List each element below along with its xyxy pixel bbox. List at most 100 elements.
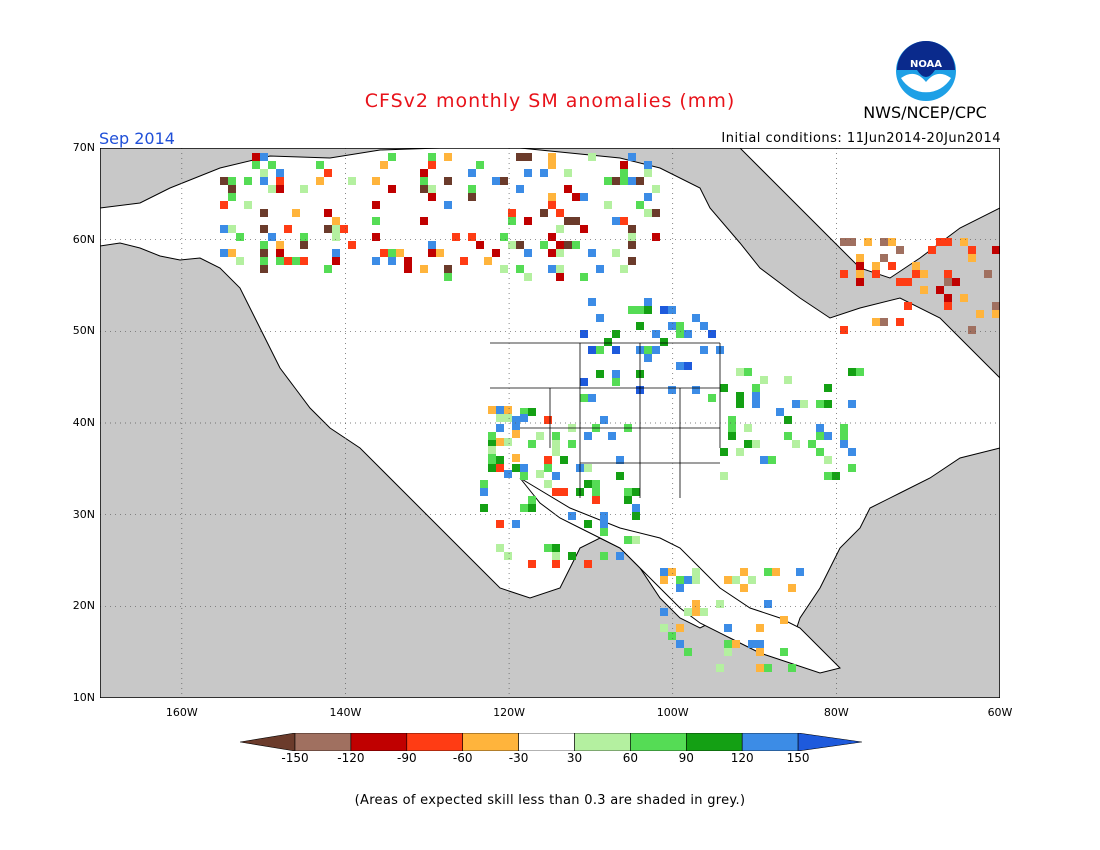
anomaly-cell xyxy=(512,416,520,424)
anomaly-cell xyxy=(752,392,760,400)
anomaly-cell xyxy=(668,632,676,640)
anomaly-cell xyxy=(748,640,756,648)
anomaly-cell xyxy=(856,368,864,376)
anomaly-cell xyxy=(644,354,652,362)
anomaly-cell xyxy=(516,185,524,193)
noaa-logo: NOAA xyxy=(896,41,956,101)
anomaly-cell xyxy=(544,464,552,472)
skill-note: (Areas of expected skill less than 0.3 a… xyxy=(354,793,746,808)
anomaly-cell xyxy=(992,302,1000,310)
anomaly-cell xyxy=(616,472,624,480)
anomaly-cell xyxy=(488,464,496,472)
anomaly-cell xyxy=(772,568,780,576)
anomaly-cell xyxy=(632,512,640,520)
anomaly-cell xyxy=(968,246,976,254)
anomaly-cell xyxy=(552,544,560,552)
state-borders xyxy=(490,342,721,498)
anomaly-cell xyxy=(748,576,756,584)
anomaly-cell xyxy=(780,616,788,624)
anomaly-cell xyxy=(628,153,636,161)
anomaly-cell xyxy=(588,249,596,257)
anomaly-cell xyxy=(524,169,532,177)
anomaly-cell xyxy=(744,440,752,448)
anomaly-cell xyxy=(756,664,764,672)
anomaly-cell xyxy=(944,270,952,278)
anomaly-cell xyxy=(736,368,744,376)
anomaly-cell xyxy=(624,536,632,544)
anomaly-cell xyxy=(968,326,976,334)
anomaly-cell xyxy=(460,257,468,265)
anomaly-cell xyxy=(944,278,952,286)
anomaly-cell xyxy=(616,552,624,560)
anomaly-cell xyxy=(268,161,276,169)
anomaly-cell xyxy=(372,201,380,209)
anomaly-cell xyxy=(324,169,332,177)
anomaly-cell xyxy=(276,241,284,249)
anomaly-cell xyxy=(508,241,516,249)
anomaly-cell xyxy=(236,257,244,265)
anomaly-cell xyxy=(792,440,800,448)
anomaly-cell xyxy=(636,322,644,330)
anomaly-cell xyxy=(612,177,620,185)
anomaly-cell xyxy=(976,310,984,318)
anomaly-cell xyxy=(444,201,452,209)
anomaly-cell xyxy=(324,209,332,217)
anomaly-cell xyxy=(920,270,928,278)
anomaly-cell xyxy=(332,225,340,233)
anomaly-cell xyxy=(388,249,396,257)
anomaly-cell xyxy=(856,270,864,278)
anomaly-cell xyxy=(568,440,576,448)
anomaly-cell xyxy=(520,504,528,512)
anomaly-cell xyxy=(928,246,936,254)
anomaly-cell xyxy=(544,456,552,464)
anomaly-cell xyxy=(708,394,716,402)
colorbar-tick: -150 xyxy=(281,751,309,765)
anomaly-cell xyxy=(552,448,560,456)
anomaly-cell xyxy=(612,346,620,354)
anomaly-cell xyxy=(840,440,848,448)
anomaly-cell xyxy=(700,608,708,616)
anomaly-cell xyxy=(676,624,684,632)
anomaly-cell xyxy=(668,306,676,314)
anomaly-cell xyxy=(292,257,300,265)
anomaly-cell xyxy=(600,552,608,560)
anomaly-cell xyxy=(488,456,496,464)
anomaly-cell xyxy=(444,153,452,161)
anomaly-cell xyxy=(556,265,564,273)
anomaly-cell xyxy=(652,233,660,241)
anomaly-cell xyxy=(268,185,276,193)
anomaly-cell xyxy=(596,265,604,273)
anomaly-cell xyxy=(676,640,684,648)
anomaly-cell xyxy=(784,432,792,440)
anomaly-cell xyxy=(512,464,520,472)
colorbar-tick: 90 xyxy=(678,751,694,765)
anomaly-cell xyxy=(960,238,968,246)
anomaly-cell xyxy=(300,257,308,265)
anomaly-cell xyxy=(260,249,268,257)
anomaly-cell xyxy=(584,520,592,528)
anomaly-cell xyxy=(528,408,536,416)
anomaly-cell xyxy=(724,624,732,632)
anomaly-cell xyxy=(516,265,524,273)
anomaly-cell xyxy=(808,440,816,448)
anomaly-cell xyxy=(872,318,880,326)
lon-label: 160W xyxy=(165,706,198,719)
anomaly-cell xyxy=(380,161,388,169)
anomaly-cell xyxy=(724,640,732,648)
anomaly-cell xyxy=(912,262,920,270)
anomaly-cell xyxy=(612,378,620,386)
anomaly-cell xyxy=(700,346,708,354)
anomaly-cell xyxy=(228,177,236,185)
anomaly-cell xyxy=(848,368,856,376)
anomaly-cell xyxy=(268,233,276,241)
anomaly-cell xyxy=(508,217,516,225)
anomaly-cell xyxy=(632,504,640,512)
anomaly-cell xyxy=(832,472,840,480)
anomaly-cell xyxy=(540,209,548,217)
anomaly-cell xyxy=(736,400,744,408)
anomaly-cell xyxy=(452,233,460,241)
anomaly-cell xyxy=(636,201,644,209)
anomaly-cell xyxy=(552,440,560,448)
anomaly-cell xyxy=(752,384,760,392)
anomaly-cell xyxy=(652,330,660,338)
